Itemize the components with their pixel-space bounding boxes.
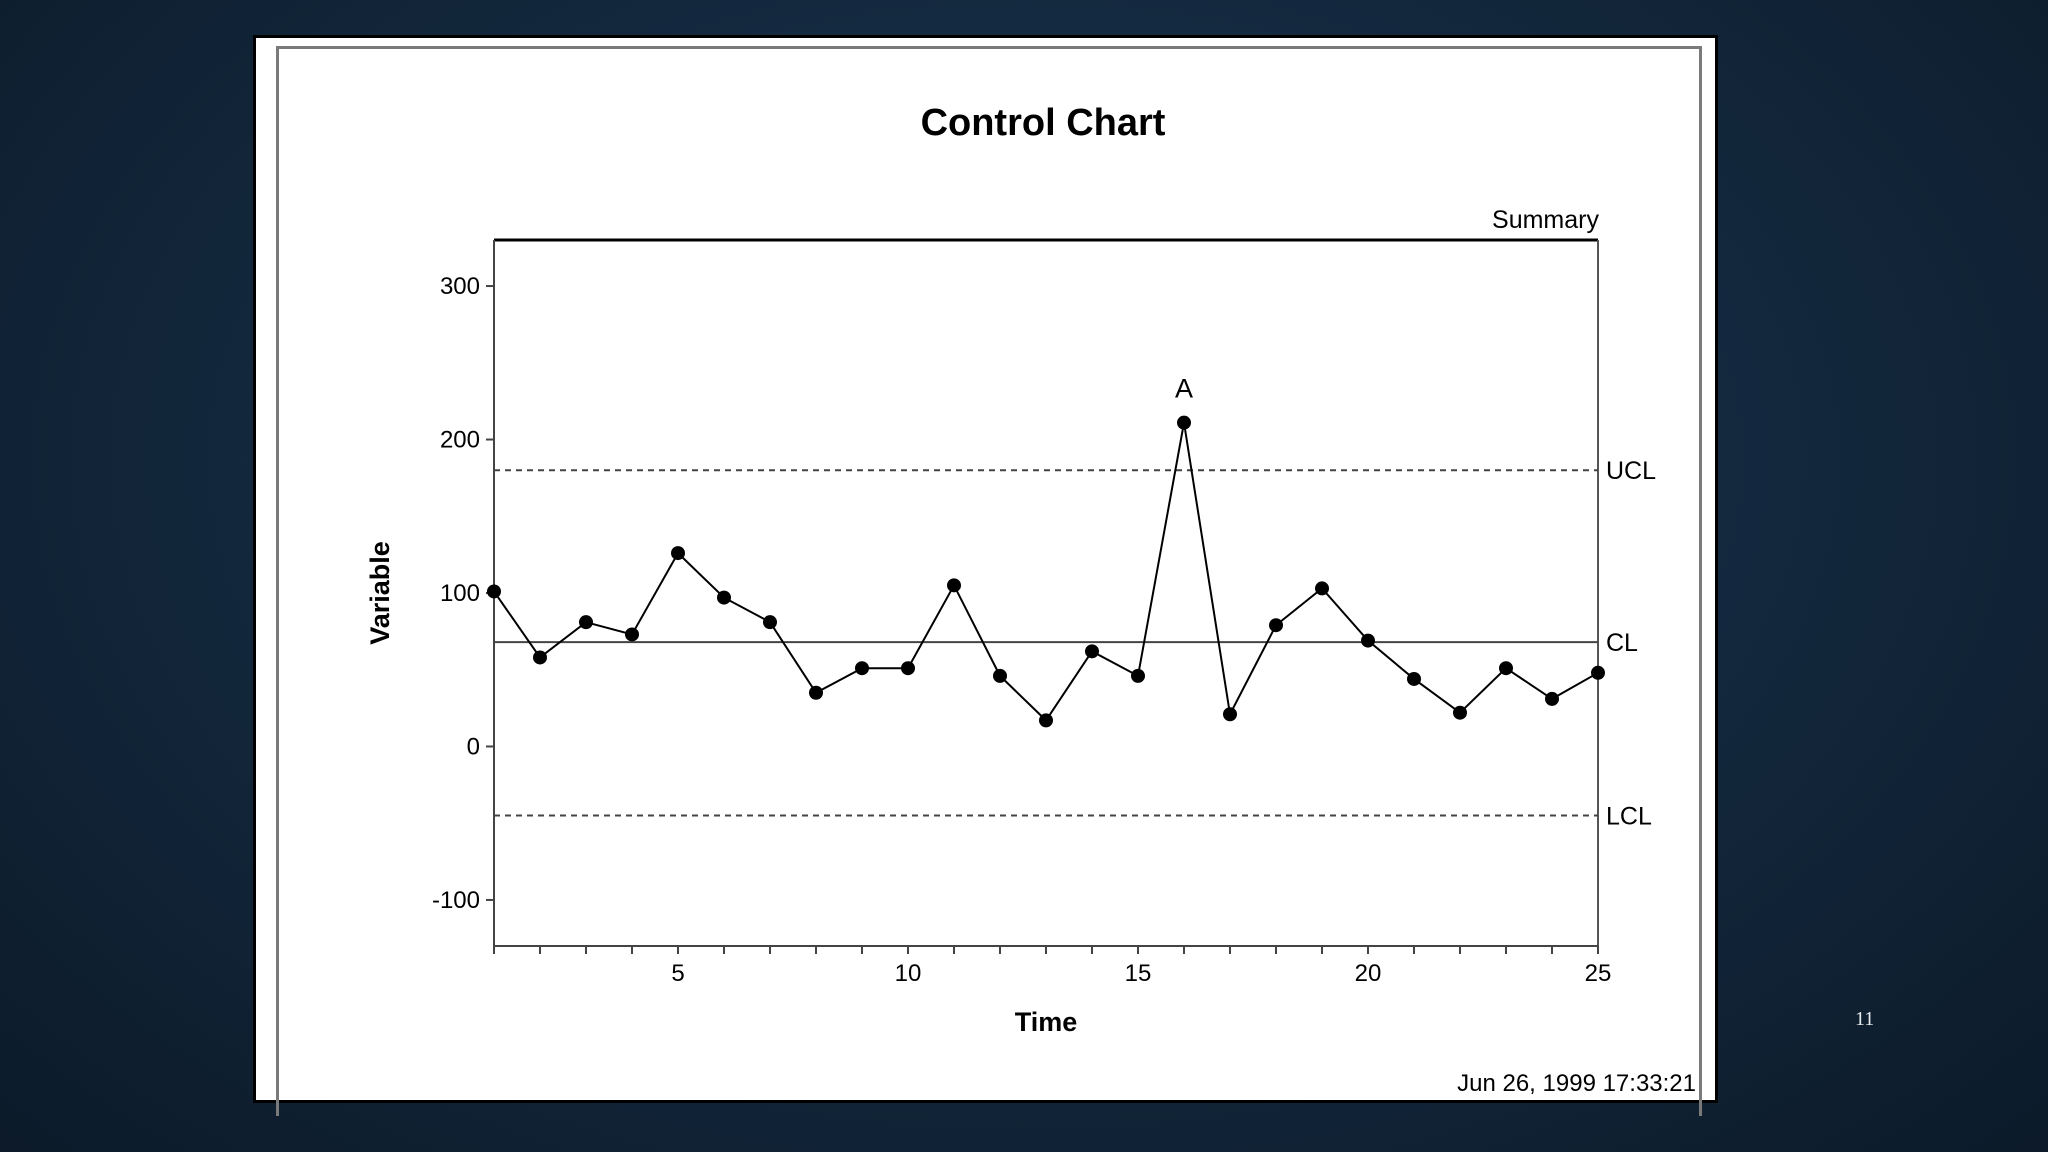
- data-point: [1269, 618, 1283, 633]
- chart-inner-border: [276, 46, 1702, 1116]
- chart-timestamp: Jun 26, 1999 17:33:21: [1457, 1070, 1696, 1097]
- data-point: [1085, 644, 1099, 659]
- data-point: [1499, 661, 1513, 676]
- y-tick-label: 100: [440, 580, 480, 607]
- y-tick-label: 200: [440, 427, 480, 454]
- data-point: [1315, 581, 1329, 596]
- data-point: [947, 578, 961, 593]
- data-point: [1545, 691, 1559, 706]
- data-point: [1361, 633, 1375, 648]
- data-point: [1131, 668, 1145, 683]
- control-limit-lcl-label: LCL: [1606, 803, 1652, 831]
- data-point: [1223, 707, 1237, 722]
- data-point: [763, 615, 777, 630]
- data-point: [993, 668, 1007, 683]
- series-line: [493, 422, 1599, 722]
- y-axis-label: Variable: [365, 541, 395, 645]
- chart-title: Control Chart: [921, 102, 1166, 144]
- plot-area: 300 200 100 0 -100 5 10 15 20 25 UCL CL LCL A: [432, 238, 1656, 987]
- data-point: [901, 661, 915, 676]
- control-limit-cl-label: CL: [1606, 629, 1638, 657]
- data-point: [1453, 705, 1467, 720]
- control-limit-ucl-label: UCL: [1606, 457, 1656, 485]
- data-point: [671, 546, 685, 561]
- x-tick-label: 5: [671, 960, 684, 987]
- data-point: [1407, 671, 1421, 686]
- data-point: [1039, 713, 1053, 728]
- data-point: [533, 650, 547, 665]
- x-tick-label: 15: [1125, 960, 1152, 987]
- data-point: [487, 584, 501, 599]
- chart-subtitle: Summary: [1492, 206, 1599, 234]
- x-tick-label: 20: [1355, 960, 1382, 987]
- x-tick-label: 25: [1585, 960, 1612, 987]
- control-chart: Control Chart Summary Time Variable Jun …: [365, 102, 1696, 1097]
- data-point: [717, 590, 731, 605]
- y-tick-label: 0: [467, 733, 480, 760]
- x-axis-label: Time: [1015, 1007, 1078, 1037]
- data-point: [579, 615, 593, 630]
- data-point: [625, 627, 639, 642]
- chart-frame: Control Chart Summary Time Variable Jun …: [253, 35, 1718, 1116]
- data-point: [809, 685, 823, 700]
- y-tick-label: -100: [432, 887, 480, 914]
- y-tick-label: 300: [440, 273, 480, 300]
- x-tick-label: 10: [895, 960, 922, 987]
- data-point: [1591, 665, 1605, 680]
- data-point: [1177, 415, 1191, 430]
- point-annotation: A: [1175, 374, 1193, 404]
- data-point: [855, 661, 869, 676]
- slide-number: 11: [1855, 1008, 1875, 1030]
